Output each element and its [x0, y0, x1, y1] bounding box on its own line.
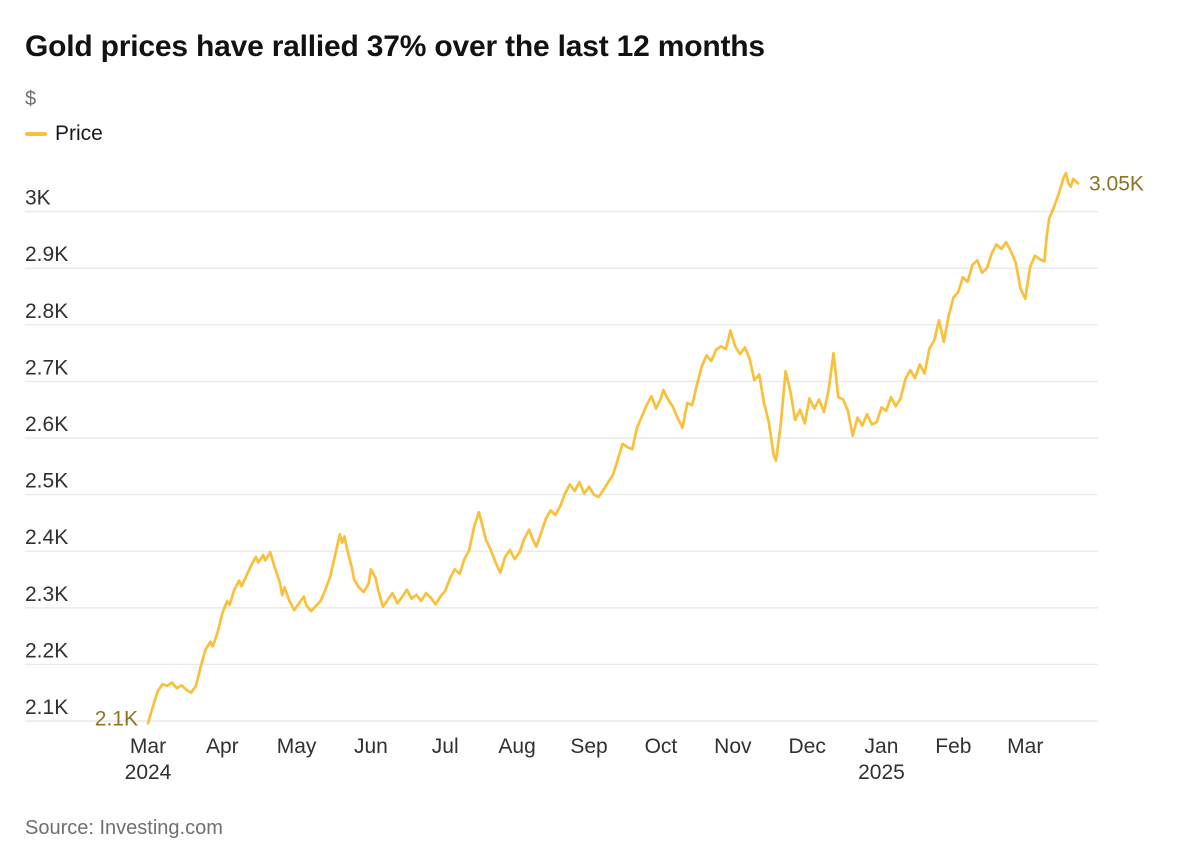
legend-label-price: Price — [55, 122, 103, 145]
x-tick-year-label: 2025 — [858, 761, 905, 784]
x-tick-label: Mar — [1007, 735, 1043, 758]
chart-title: Gold prices have rallied 37% over the la… — [25, 30, 765, 63]
legend: Price — [25, 122, 103, 145]
x-tick-label: Dec — [788, 735, 825, 758]
y-tick-label: 2.1K — [25, 696, 68, 719]
y-axis-unit-label: $ — [25, 88, 37, 110]
x-axis-tick-labels: Mar 2024 Apr May Jun Jul Aug Sep Oct Nov Dec Jan 202… — [125, 735, 1044, 784]
x-tick-label: Nov — [714, 735, 752, 758]
price-line-series — [146, 171, 1080, 725]
y-axis-tick-labels: 3K 2.9K 2.8K 2.7K 2.6K 2.5K 2.4K 2.3K 2.2K 2.1K — [25, 187, 68, 719]
x-tick-label: Mar — [130, 735, 166, 758]
y-tick-label: 2.2K — [25, 639, 68, 662]
x-tick-label: Aug — [498, 735, 535, 758]
y-tick-label: 2.7K — [25, 356, 68, 379]
legend-line-swatch — [25, 132, 47, 136]
y-tick-label: 2.6K — [25, 413, 68, 436]
x-tick-year-label: 2024 — [125, 761, 172, 784]
x-tick-label: Oct — [645, 735, 678, 758]
x-tick-label: Feb — [935, 735, 971, 758]
y-tick-label: 2.5K — [25, 470, 68, 493]
gridlines — [25, 210, 1098, 722]
x-tick-label: Jul — [432, 735, 459, 758]
y-tick-label: 2.3K — [25, 583, 68, 606]
x-tick-label: May — [277, 735, 317, 758]
end-value-annotation: 3.05K — [1089, 172, 1144, 195]
x-tick-label: Sep — [570, 735, 607, 758]
x-tick-label: Jun — [354, 735, 388, 758]
y-tick-label: 2.8K — [25, 300, 68, 323]
source-attribution: Source: Investing.com — [25, 817, 223, 839]
x-tick-label: Apr — [206, 735, 239, 758]
y-tick-label: 3K — [25, 187, 51, 210]
y-tick-label: 2.9K — [25, 243, 68, 266]
y-tick-label: 2.4K — [25, 526, 68, 549]
start-value-annotation: 2.1K — [95, 707, 138, 730]
x-tick-label: Jan — [865, 735, 899, 758]
